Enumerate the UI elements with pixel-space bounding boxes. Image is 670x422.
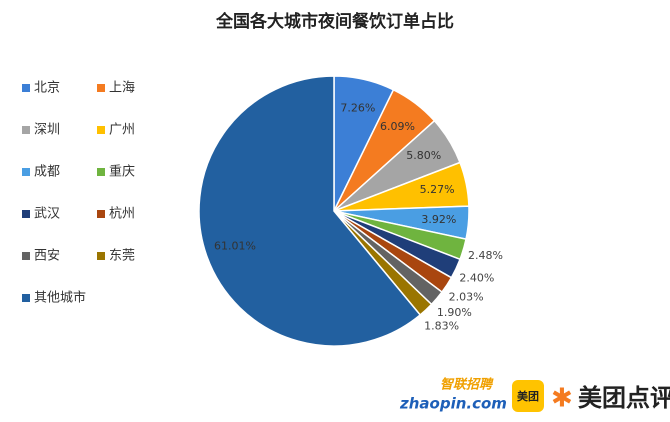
data-label: 6.09% bbox=[380, 120, 415, 133]
data-label: 1.83% bbox=[424, 320, 459, 333]
legend-swatch bbox=[22, 84, 30, 92]
legend-swatch bbox=[97, 84, 105, 92]
logo-icon bbox=[512, 380, 544, 412]
logo-text: 美团点评 bbox=[578, 384, 670, 412]
legend-label: 西安 bbox=[34, 249, 60, 264]
legend-swatch bbox=[97, 210, 105, 218]
legend-label: 重庆 bbox=[109, 164, 135, 180]
legend-swatch bbox=[97, 168, 105, 176]
legend-label: 北京 bbox=[34, 81, 60, 96]
data-label: 7.26% bbox=[340, 101, 375, 114]
data-label: 2.03% bbox=[449, 291, 484, 304]
logo-text: zhaopin.com bbox=[399, 395, 507, 413]
zhaopin-logo: 智联招聘 zhaopin.com bbox=[399, 377, 507, 413]
data-label: 61.01% bbox=[214, 240, 256, 253]
data-label: 2.40% bbox=[459, 271, 494, 284]
legend-label: 东莞 bbox=[109, 249, 135, 264]
chart-title: 全国各大城市夜间餐饮订单占比 bbox=[215, 11, 454, 32]
legend-swatch bbox=[22, 168, 30, 176]
data-label: 1.90% bbox=[437, 306, 472, 319]
legend-label: 成都 bbox=[34, 165, 60, 180]
logo-text: 美团 bbox=[517, 389, 539, 403]
legend-swatch bbox=[22, 126, 30, 134]
legend-swatch bbox=[22, 210, 30, 218]
legend-swatch bbox=[22, 252, 30, 260]
data-label: 5.27% bbox=[420, 183, 455, 196]
legend-label: 杭州 bbox=[109, 207, 135, 222]
data-label: 3.92% bbox=[421, 213, 456, 226]
legend-swatch bbox=[97, 252, 105, 260]
legend-label: 广州 bbox=[109, 123, 135, 138]
pie-slice bbox=[198, 75, 422, 347]
meituan-logo: 美团 ✱ 美团点评 bbox=[512, 380, 670, 414]
legend-label: 深圳 bbox=[34, 123, 60, 138]
legend-swatch bbox=[22, 294, 30, 302]
legend-label: 武汉 bbox=[34, 207, 60, 222]
data-label: 2.48% bbox=[468, 249, 503, 262]
legend-label: 上海 bbox=[109, 81, 135, 96]
logo-mark: ✱ bbox=[551, 384, 573, 414]
legend-swatch bbox=[97, 126, 105, 134]
data-label: 5.80% bbox=[406, 149, 441, 162]
legend-label: 其他城市 bbox=[34, 290, 86, 306]
logo-text: 智联招聘 bbox=[440, 377, 494, 393]
